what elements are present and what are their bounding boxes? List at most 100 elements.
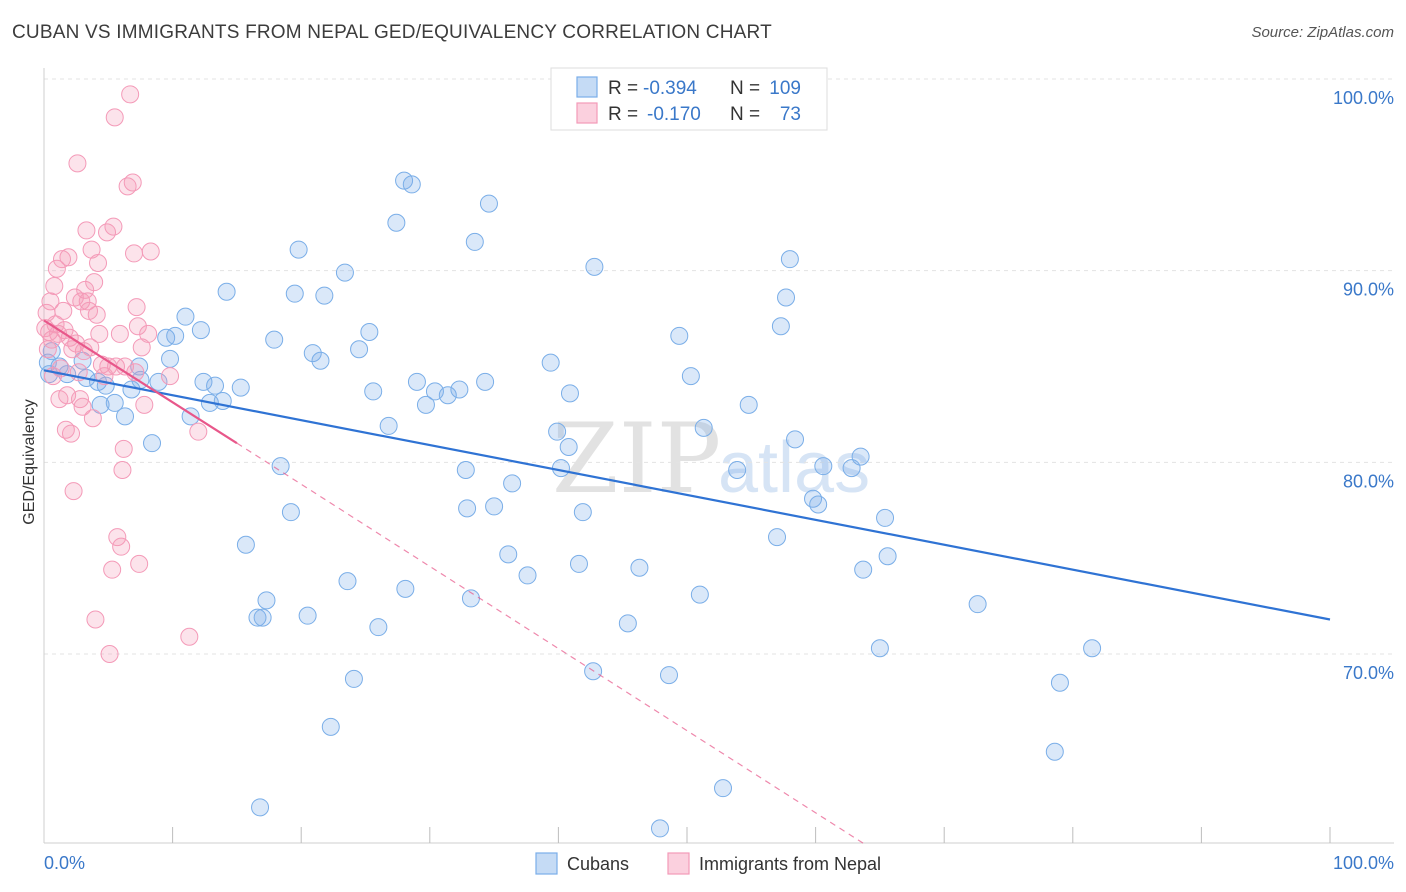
cuban-point-19	[166, 326, 185, 345]
cuban-point-16	[149, 372, 168, 391]
nepal-point-4	[41, 292, 60, 311]
nepal-point-32	[77, 221, 96, 240]
x-tick-label-max: 100.0%	[1333, 853, 1394, 873]
cuban-point-20	[176, 307, 195, 326]
cuban-point-46	[344, 669, 363, 688]
trend-line-nepal-extension	[236, 442, 868, 847]
cuban-point-94	[780, 250, 799, 269]
cuban-point-45	[338, 572, 357, 591]
cuban-point-79	[585, 257, 604, 276]
cuban-point-59	[438, 386, 457, 405]
cuban-point-105	[968, 595, 987, 614]
nepal-point-65	[130, 554, 149, 573]
cuban-point-67	[485, 497, 504, 516]
cuban-point-17	[157, 328, 176, 347]
cuban-point-8	[91, 395, 110, 414]
y-tick-labels: 100.0% 90.0% 80.0% 70.0%	[1333, 88, 1394, 683]
cuban-point-89	[728, 461, 747, 479]
cuban-point-43	[321, 717, 340, 736]
cuban-point-11	[116, 407, 135, 426]
nepal-point-56	[114, 439, 133, 458]
nepal-point-28	[72, 292, 91, 311]
nepal-point-41	[89, 254, 108, 272]
nepal-point-63	[127, 298, 146, 317]
nepal-point-71	[180, 627, 199, 646]
cuban-point-53	[396, 579, 415, 598]
cuban-point-31	[251, 798, 270, 817]
cuban-point-103	[876, 508, 895, 527]
nepal-point-50	[105, 108, 124, 127]
nepal-point-18	[59, 248, 78, 267]
cuban-point-27	[217, 282, 236, 301]
bottom-legend-swatch-cubans	[535, 852, 558, 875]
trend-line-cubans	[43, 369, 1331, 621]
nepal-point-61	[125, 244, 144, 263]
stats-legend: R = -0.394 N = 109 R = -0.170 N = 73	[550, 67, 828, 131]
cuban-point-23	[194, 372, 213, 391]
cuban-point-56	[407, 372, 426, 391]
legend-n-label-nepal: N =	[730, 104, 760, 125]
cuban-point-77	[573, 503, 592, 522]
cuban-point-29	[236, 535, 255, 554]
cuban-point-80	[618, 614, 637, 633]
cuban-point-74	[559, 438, 578, 456]
nepal-point-68	[139, 324, 158, 343]
legend-swatch-cubans	[576, 76, 598, 98]
cuban-point-22	[191, 321, 210, 340]
trend-line-nepal	[43, 319, 238, 445]
y-tick-label-70: 70.0%	[1343, 663, 1394, 683]
nepal-point-39	[86, 610, 105, 629]
cuban-point-91	[768, 528, 787, 547]
y-tick-label-100: 100.0%	[1333, 88, 1394, 108]
cuban-point-75	[560, 384, 579, 403]
cuban-point-28	[231, 378, 250, 397]
legend-r-value-cubans: -0.394	[643, 78, 697, 99]
cuban-point-86	[690, 585, 709, 604]
nepal-point-38	[85, 273, 104, 292]
nepal-point-33	[78, 292, 97, 311]
nepal-point-48	[103, 560, 122, 579]
nepal-point-47	[100, 645, 119, 663]
cuban-point-82	[650, 819, 669, 838]
legend-r-label-cubans: R =	[608, 78, 638, 99]
cuban-point-39	[298, 606, 317, 625]
nepal-point-9	[47, 259, 66, 278]
cuban-point-106	[1045, 742, 1064, 761]
cuban-point-70	[518, 566, 537, 585]
nepal-point-54	[112, 537, 131, 556]
cuban-point-47	[350, 340, 369, 359]
nepal-point-69	[141, 242, 160, 261]
bottom-legend-label-cubans: Cubans	[567, 854, 629, 874]
cuban-point-101	[854, 560, 873, 579]
cuban-point-42	[315, 286, 334, 305]
cuban-point-38	[289, 240, 308, 259]
legend-n-value-cubans: 109	[769, 78, 801, 99]
nepal-point-55	[113, 461, 132, 479]
cuban-point-81	[630, 558, 649, 577]
cuban-point-73	[551, 459, 570, 478]
nepal-point-13	[53, 250, 72, 269]
cuban-point-61	[456, 461, 475, 479]
cuban-point-64	[465, 232, 484, 251]
cuban-point-37	[285, 284, 304, 303]
cuban-point-83	[659, 666, 678, 685]
nepal-point-40	[87, 305, 106, 324]
cuban-point-92	[771, 317, 790, 336]
cuban-point-5	[73, 351, 92, 370]
bottom-legend-swatch-nepal	[667, 852, 690, 875]
nepal-point-52	[108, 528, 127, 547]
cuban-point-66	[479, 194, 498, 213]
cuban-point-90	[739, 395, 758, 414]
nepal-point-53	[110, 324, 129, 343]
cuban-point-57	[416, 395, 435, 414]
cuban-point-102	[870, 639, 889, 658]
nepal-point-70	[161, 367, 180, 386]
nepal-point-14	[54, 301, 73, 320]
cuban-point-104	[878, 547, 897, 566]
series-cubans	[38, 171, 1102, 838]
nepal-point-31	[76, 280, 95, 299]
cuban-point-72	[548, 422, 567, 441]
nepal-point-72	[189, 422, 208, 441]
cuban-point-44	[335, 263, 354, 282]
